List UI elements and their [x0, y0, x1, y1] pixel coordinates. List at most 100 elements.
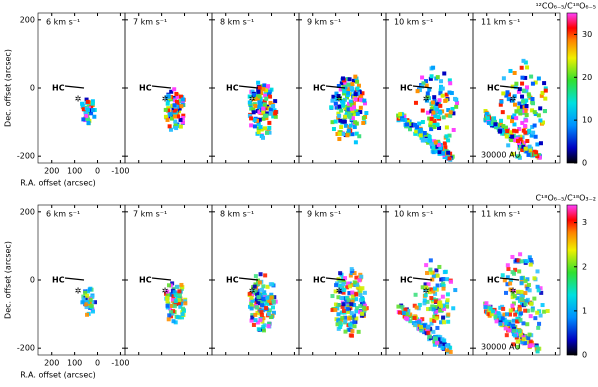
map-pixel — [345, 281, 350, 286]
map-pixel — [512, 70, 517, 75]
map-pixel — [505, 275, 510, 280]
map-pixel — [330, 294, 335, 299]
map-pixel — [435, 122, 440, 127]
x-axis-label: R.A. offset (arcsec) — [20, 371, 96, 380]
map-pixel — [259, 287, 264, 292]
map-pixel — [420, 120, 425, 125]
map-pixel — [81, 297, 86, 302]
map-pixel — [176, 114, 181, 119]
map-pixel — [414, 305, 419, 310]
map-pixel — [352, 302, 357, 307]
map-pixel — [334, 97, 339, 102]
map-pixel — [511, 318, 516, 323]
map-pixel — [349, 102, 354, 107]
map-pixel — [543, 96, 548, 101]
map-pixel — [503, 126, 508, 131]
map-pixel — [510, 323, 515, 328]
map-pixel — [500, 316, 505, 321]
map-pixel — [361, 115, 366, 120]
map-pixel — [522, 259, 527, 264]
map-pixel — [345, 131, 350, 136]
map-pixel — [512, 102, 517, 107]
map-pixel — [431, 307, 436, 312]
map-pixel — [535, 349, 540, 354]
map-pixel — [518, 137, 523, 142]
map-pixel — [273, 109, 278, 114]
map-pixel — [514, 310, 519, 315]
map-pixel — [515, 136, 520, 141]
map-pixel — [350, 329, 355, 334]
map-pixel — [331, 94, 336, 99]
emission-map — [483, 252, 550, 354]
map-pixel — [344, 295, 349, 300]
map-pixel — [252, 124, 257, 129]
map-pixel — [343, 123, 348, 128]
map-pixel — [500, 110, 505, 115]
map-pixel — [355, 79, 360, 84]
map-pixel — [85, 299, 90, 304]
map-pixel — [80, 101, 85, 106]
emission-map — [80, 286, 98, 317]
map-pixel — [521, 99, 526, 104]
map-pixel — [259, 127, 264, 132]
map-pixel — [448, 279, 453, 284]
map-pixel — [267, 298, 272, 303]
map-pixel — [166, 98, 171, 103]
map-pixel — [347, 77, 352, 82]
map-pixel — [440, 345, 445, 350]
map-pixel — [255, 310, 260, 315]
map-pixel — [439, 79, 444, 84]
map-pixel — [345, 104, 350, 109]
map-pixel — [89, 303, 94, 308]
map-pixel — [166, 283, 171, 288]
map-pixel — [253, 103, 258, 108]
map-pixel — [175, 295, 180, 300]
map-pixel — [256, 89, 261, 94]
map-pixel — [259, 313, 264, 318]
map-pixel — [492, 119, 497, 124]
map-pixel — [500, 304, 505, 309]
map-pixel — [258, 272, 263, 277]
map-pixel — [535, 269, 540, 274]
map-pixel — [538, 313, 543, 318]
colorbar-tick-label: 10 — [582, 116, 592, 125]
map-pixel — [347, 291, 352, 296]
map-pixel — [514, 116, 519, 121]
map-pixel — [249, 301, 254, 306]
map-pixel — [360, 297, 365, 302]
map-pixel — [352, 270, 357, 275]
map-pixel — [173, 119, 178, 124]
map-pixel — [428, 258, 433, 263]
map-pixel — [451, 306, 456, 311]
map-pixel — [90, 108, 95, 113]
map-pixel — [83, 110, 88, 115]
map-pixel — [262, 99, 267, 104]
map-pixel — [353, 92, 358, 97]
map-pixel — [165, 101, 170, 106]
map-pixel — [166, 301, 171, 306]
map-pixel — [521, 144, 526, 149]
map-pixel — [499, 99, 504, 104]
star: ✲ — [162, 287, 169, 296]
map-pixel — [505, 326, 510, 331]
map-pixel — [247, 113, 252, 118]
map-pixel — [353, 140, 358, 145]
map-pixel — [333, 101, 338, 106]
map-pixel — [351, 78, 356, 83]
map-pixel — [530, 108, 535, 113]
map-pixel — [343, 80, 348, 85]
map-pixel — [505, 263, 510, 268]
map-pixel — [524, 149, 529, 154]
map-pixel — [341, 308, 346, 313]
map-pixel — [350, 299, 355, 304]
map-pixel — [88, 297, 93, 302]
map-pixel — [542, 81, 547, 86]
map-pixel — [427, 116, 432, 121]
map-pixel — [173, 106, 178, 111]
source-label: HC — [487, 276, 500, 285]
map-pixel — [350, 116, 355, 121]
map-pixel — [270, 305, 275, 310]
map-pixel — [511, 301, 516, 306]
map-pixel — [268, 314, 273, 319]
map-pixel — [261, 106, 266, 111]
